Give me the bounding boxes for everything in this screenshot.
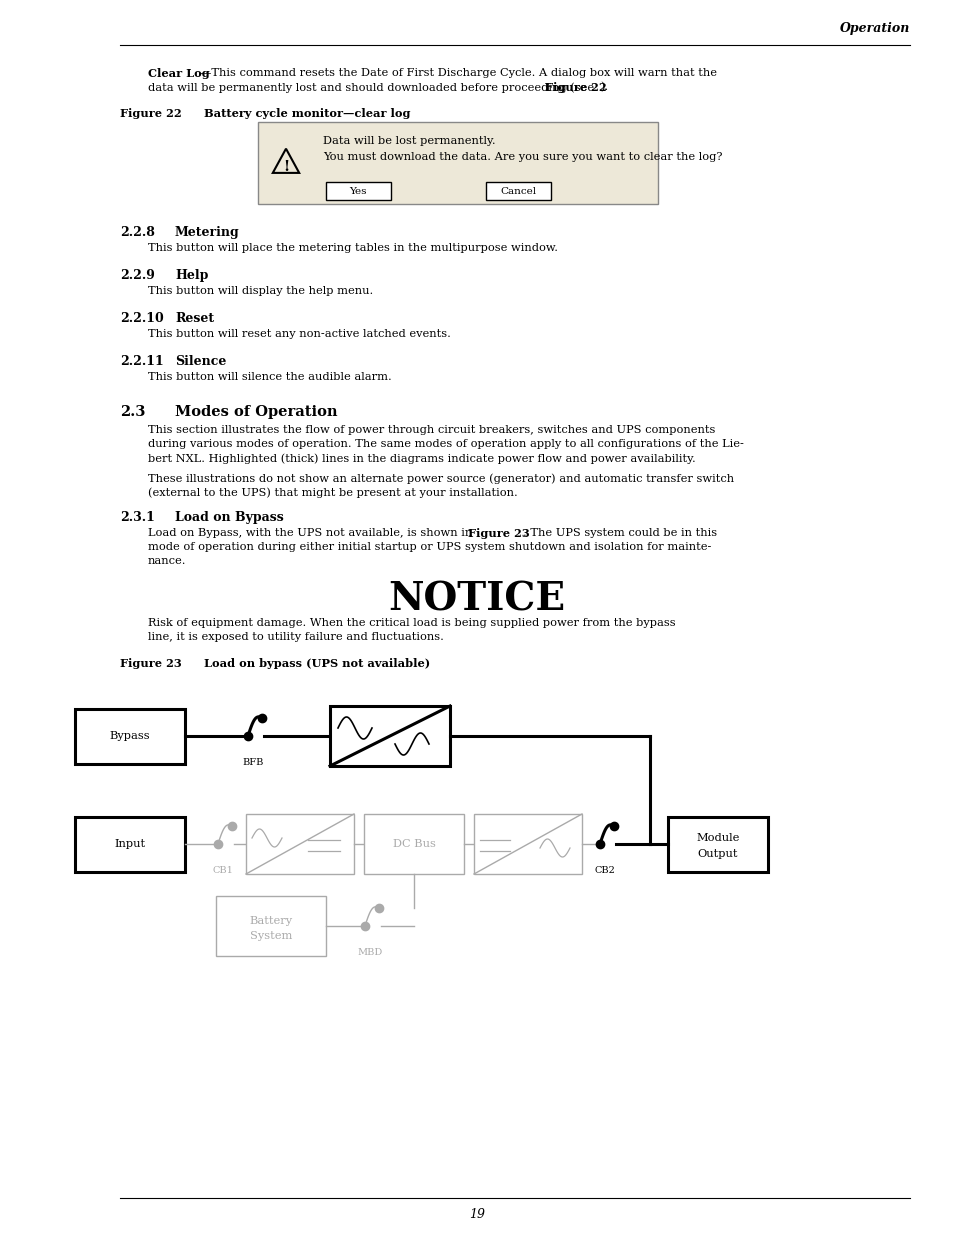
Text: Silence: Silence bbox=[174, 354, 226, 368]
Text: data will be permanently lost and should downloaded before proceeding (see: data will be permanently lost and should… bbox=[148, 82, 598, 93]
Text: (external to the UPS) that might be present at your installation.: (external to the UPS) that might be pres… bbox=[148, 487, 517, 498]
Text: Figure 22: Figure 22 bbox=[120, 107, 182, 119]
Text: This button will display the help menu.: This button will display the help menu. bbox=[148, 287, 373, 296]
Bar bbox=[257, 122, 658, 204]
Text: Load on Bypass, with the UPS not available, is shown in: Load on Bypass, with the UPS not availab… bbox=[148, 529, 476, 538]
Text: Yes: Yes bbox=[349, 186, 366, 195]
Bar bbox=[485, 182, 551, 200]
Text: Cancel: Cancel bbox=[499, 186, 536, 195]
Text: Metering: Metering bbox=[174, 226, 239, 240]
Text: Battery cycle monitor—clear log: Battery cycle monitor—clear log bbox=[188, 107, 410, 119]
Text: mode of operation during either initial startup or UPS system shutdown and isola: mode of operation during either initial … bbox=[148, 542, 711, 552]
Text: BFB: BFB bbox=[242, 758, 263, 767]
Bar bbox=[246, 814, 354, 874]
Text: This button will place the metering tables in the multipurpose window.: This button will place the metering tabl… bbox=[148, 243, 558, 253]
Text: This button will reset any non-active latched events.: This button will reset any non-active la… bbox=[148, 329, 451, 338]
Bar bbox=[326, 182, 391, 200]
Text: 2.2.11: 2.2.11 bbox=[120, 354, 164, 368]
Text: 2.2.8: 2.2.8 bbox=[120, 226, 154, 240]
Bar bbox=[75, 816, 185, 872]
Text: —This command resets the Date of First Discharge Cycle. A dialog box will warn t: —This command resets the Date of First D… bbox=[200, 68, 717, 78]
Text: This button will silence the audible alarm.: This button will silence the audible ala… bbox=[148, 372, 392, 382]
Text: CB2: CB2 bbox=[594, 866, 615, 876]
Text: Load on bypass (UPS not available): Load on bypass (UPS not available) bbox=[188, 658, 430, 669]
Text: Figure 23: Figure 23 bbox=[468, 529, 529, 538]
Text: Reset: Reset bbox=[174, 312, 213, 325]
Text: nance.: nance. bbox=[148, 556, 186, 566]
Text: !: ! bbox=[283, 161, 289, 174]
Text: Bypass: Bypass bbox=[110, 731, 151, 741]
Text: CB1: CB1 bbox=[213, 866, 233, 876]
Bar bbox=[75, 709, 185, 763]
Text: during various modes of operation. The same modes of operation apply to all conf: during various modes of operation. The s… bbox=[148, 438, 743, 450]
Text: DC Bus: DC Bus bbox=[392, 839, 435, 848]
Text: Modes of Operation: Modes of Operation bbox=[174, 405, 337, 419]
Text: MBD: MBD bbox=[357, 948, 382, 957]
Text: These illustrations do not show an alternate power source (generator) and automa: These illustrations do not show an alter… bbox=[148, 473, 734, 484]
Text: Help: Help bbox=[174, 269, 208, 282]
Text: bert NXL. Highlighted (thick) lines in the diagrams indicate power flow and powe: bert NXL. Highlighted (thick) lines in t… bbox=[148, 453, 695, 463]
Text: This section illustrates the flow of power through circuit breakers, switches an: This section illustrates the flow of pow… bbox=[148, 425, 715, 435]
Text: NOTICE: NOTICE bbox=[388, 580, 565, 618]
Text: Operation: Operation bbox=[839, 21, 909, 35]
Text: Input: Input bbox=[114, 839, 146, 848]
Text: line, it is exposed to utility failure and fluctuations.: line, it is exposed to utility failure a… bbox=[148, 632, 443, 642]
Text: Battery: Battery bbox=[249, 916, 293, 926]
Text: ).: ). bbox=[599, 82, 608, 93]
Bar bbox=[215, 897, 326, 956]
Text: Figure 23: Figure 23 bbox=[120, 658, 182, 669]
Text: 2.3.1: 2.3.1 bbox=[120, 511, 154, 524]
Text: 2.2.9: 2.2.9 bbox=[120, 269, 154, 282]
Bar bbox=[474, 814, 581, 874]
Text: Risk of equipment damage. When the critical load is being supplied power from th: Risk of equipment damage. When the criti… bbox=[148, 618, 675, 629]
Text: 19: 19 bbox=[469, 1209, 484, 1221]
Text: Load on Bypass: Load on Bypass bbox=[174, 511, 283, 524]
Text: You must download the data. Are you sure you want to clear the log?: You must download the data. Are you sure… bbox=[323, 152, 721, 162]
Bar bbox=[330, 706, 450, 766]
Text: System: System bbox=[250, 931, 292, 941]
Text: Data will be lost permanently.: Data will be lost permanently. bbox=[323, 136, 496, 146]
Text: Figure 22: Figure 22 bbox=[544, 82, 606, 93]
Bar bbox=[364, 814, 463, 874]
Text: . The UPS system could be in this: . The UPS system could be in this bbox=[522, 529, 717, 538]
Text: 2.3: 2.3 bbox=[120, 405, 145, 419]
Bar bbox=[667, 816, 767, 872]
Text: Output: Output bbox=[697, 848, 738, 860]
Text: 2.2.10: 2.2.10 bbox=[120, 312, 164, 325]
Text: Clear Log: Clear Log bbox=[148, 68, 210, 79]
Text: Module: Module bbox=[696, 832, 739, 844]
